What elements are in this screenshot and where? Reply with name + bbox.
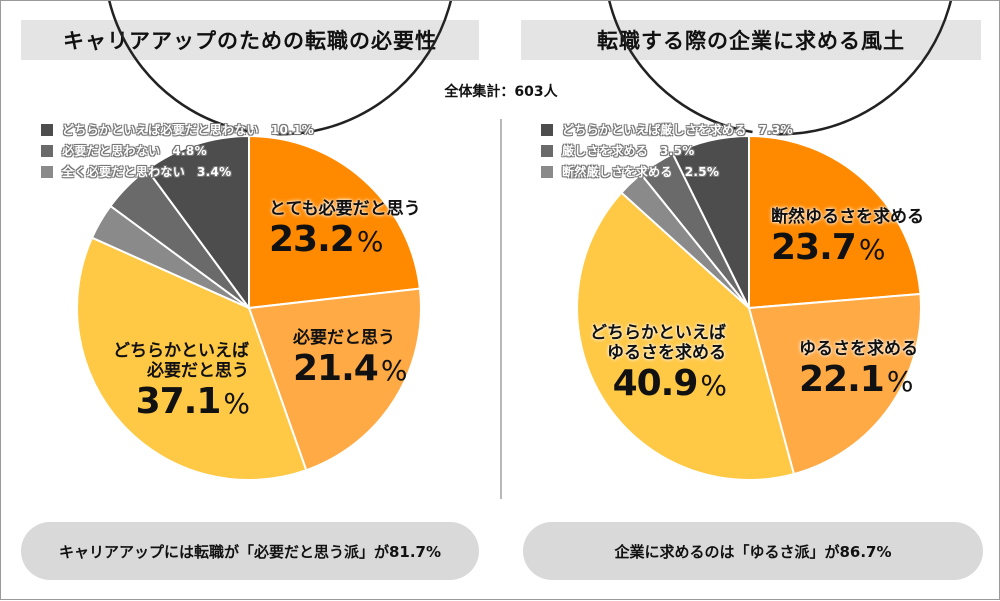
slice-label-value: 23.7% <box>771 227 885 268</box>
legend-swatch <box>41 123 53 136</box>
slice-label-somewhat-lax: どちらかといえば ゆるさを求める 40.9% <box>556 323 727 407</box>
pie-slice <box>76 236 308 481</box>
legend-item: 全く必要だと思わない 3.4% <box>41 161 314 182</box>
legend-value: 7.3% <box>758 122 793 137</box>
legend-label: 全く必要だと思わない <box>62 165 186 179</box>
slice-label-value: 22.1% <box>799 359 913 400</box>
legend-item: 必要だと思わない 4.8% <box>41 140 314 161</box>
slice-label-name: どちらかといえば <box>113 341 249 361</box>
pie-slice <box>747 292 922 476</box>
slice-label-name: とても必要だと思う <box>269 199 421 219</box>
pie-outline-arc <box>108 1 452 136</box>
legend-value: 2.5% <box>684 164 720 179</box>
legend-item: 断然厳しさを求める 2.5% <box>541 161 793 182</box>
slice-label-value: 21.4% <box>293 348 407 389</box>
slice-label-name: どちらかといえば <box>590 323 726 343</box>
legend-label: どちらかといえば厳しさを求める <box>562 123 747 137</box>
left-summary-pill: キャリアアップには転職が「必要だと思う派」が81.7% <box>21 522 479 580</box>
slice-label-name: 必要だと思う <box>293 328 395 348</box>
slice-label-name: 必要だと思う <box>147 361 249 381</box>
pie-slice <box>145 134 250 312</box>
right-chart-title: 転職する際の企業に求める風土 <box>521 20 981 60</box>
legend-label: 断然厳しさを求める <box>562 165 673 179</box>
slice-label-necessary: 必要だと思う 21.4% <box>293 328 433 392</box>
left-chart-title: キャリアアップのための転職の必要性 <box>21 20 479 60</box>
right-summary-pill: 企業に求めるのは「ゆるさ派」が86.7% <box>523 522 983 580</box>
legend-value: 3.4% <box>197 164 232 179</box>
slice-label-somewhat-necessary: どちらかといえば 必要だと思う 37.1% <box>89 341 250 425</box>
slice-label-very-necessary: とても必要だと思う 23.2% <box>269 199 459 263</box>
legend-value: 4.8% <box>172 143 207 158</box>
pie-outline-arc <box>608 1 952 136</box>
legend-swatch <box>541 144 553 157</box>
slice-label-name: ゆるさを求める <box>607 343 726 363</box>
pie-slice <box>247 287 422 472</box>
legend-label: 必要だと思わない <box>62 144 161 158</box>
legend-item: どちらかといえば厳しさを求める 7.3% <box>541 119 793 140</box>
legend-swatch <box>41 165 53 178</box>
legend-label: 厳しさを求める <box>562 144 649 158</box>
slice-label-name: ゆるさを求める <box>799 339 918 359</box>
pie-slice <box>248 134 422 310</box>
legend-swatch <box>541 165 553 178</box>
legend-item: どちらかといえば必要だと思わない 10.1% <box>41 119 314 140</box>
legend-value: 3.5% <box>660 143 695 158</box>
slice-label-name: 断然ゆるさを求める <box>771 207 924 227</box>
legend-swatch <box>541 123 553 136</box>
legend-value: 10.1% <box>270 122 314 137</box>
slice-label-lax: ゆるさを求める 22.1% <box>799 339 949 403</box>
legend-item: 厳しさを求める 3.5% <box>541 140 793 161</box>
slice-label-value: 37.1% <box>135 381 250 422</box>
slice-label-value: 23.2% <box>269 219 383 260</box>
slice-label-value: 40.9% <box>612 363 727 404</box>
slice-label-absolutely-lax: 断然ゆるさを求める 23.7% <box>771 207 961 271</box>
legend-swatch <box>41 144 53 157</box>
pie-slice <box>748 134 922 310</box>
total-respondents: 全体集計：603人 <box>444 84 558 100</box>
pie-slice <box>671 134 750 309</box>
panel-divider <box>500 119 502 499</box>
pie-slice <box>576 191 796 481</box>
right-legend: どちらかといえば厳しさを求める 7.3% 厳しさを求める 3.5% 断然厳しさを… <box>541 119 793 182</box>
legend-label: どちらかといえば必要だと思わない <box>62 123 259 137</box>
left-legend: どちらかといえば必要だと思わない 10.1% 必要だと思わない 4.8% 全く必… <box>41 119 314 182</box>
